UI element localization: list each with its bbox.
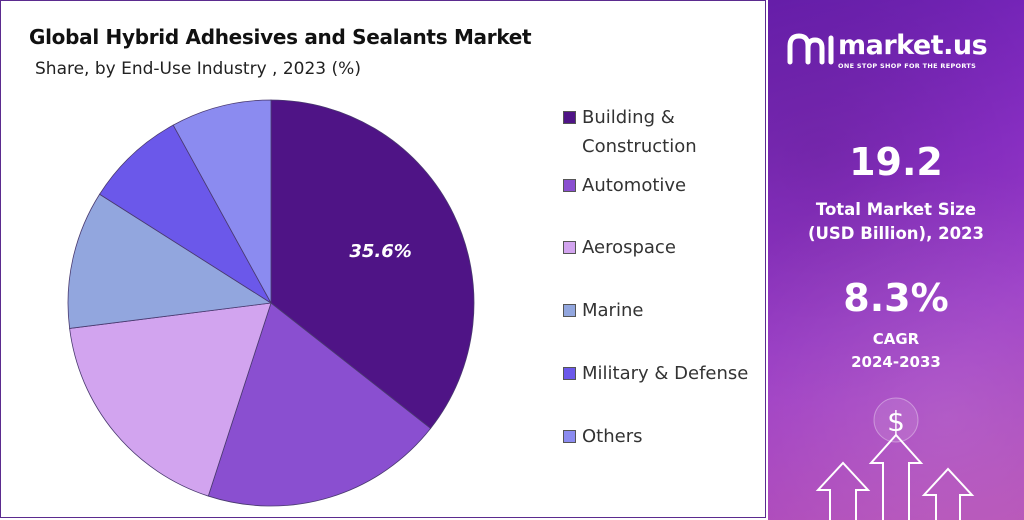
legend-label-line: Building & bbox=[582, 107, 675, 128]
legend-label: Building & Construction bbox=[582, 103, 762, 161]
legend-swatch bbox=[563, 241, 576, 254]
summary-sidebar: market.us ONE STOP SHOP FOR THE REPORTS … bbox=[768, 0, 1024, 520]
brand-logo: market.us ONE STOP SHOP FOR THE REPORTS bbox=[786, 30, 1016, 70]
legend-swatch bbox=[563, 179, 576, 192]
up-arrow-icons bbox=[815, 433, 975, 520]
pie-slice-4 bbox=[99, 124, 272, 304]
cagr-label-line1: CAGR bbox=[872, 330, 920, 348]
legend-label-line: Military & Defense bbox=[582, 363, 749, 384]
legend-item: Others bbox=[563, 424, 762, 451]
legend-swatch bbox=[563, 367, 576, 380]
legend-label: Automotive bbox=[582, 171, 762, 200]
sidebar-background bbox=[768, 0, 1024, 520]
coin-icon bbox=[873, 397, 919, 443]
dollar-icon: $ bbox=[887, 405, 905, 438]
legend-item: Marine bbox=[563, 298, 762, 325]
legend-label: Marine bbox=[582, 296, 762, 325]
pie-slice-3 bbox=[67, 193, 273, 329]
legend-label: Others bbox=[582, 422, 762, 451]
market-size-label: Total Market Size (USD Billion), 2023 bbox=[768, 198, 1024, 246]
legend-label-line: Automotive bbox=[582, 175, 687, 196]
pie-slice-1 bbox=[207, 302, 432, 507]
up-arrow-icon-center bbox=[868, 433, 924, 520]
cagr-value: 8.3% bbox=[843, 276, 949, 320]
brand-name: market.us bbox=[838, 30, 988, 61]
brand-logo-icon bbox=[787, 33, 834, 65]
legend-label-line: Marine bbox=[582, 300, 644, 321]
legend-label: Military & Defense bbox=[582, 359, 762, 388]
legend-label-line: Construction bbox=[582, 136, 697, 157]
up-arrow-icon-right bbox=[921, 467, 975, 520]
up-arrow-icon-left bbox=[815, 461, 871, 520]
pie-chart: 35.6% bbox=[67, 99, 475, 507]
legend-item: Military & Defense bbox=[563, 361, 762, 388]
market-size-label-line2: (USD Billion), 2023 bbox=[807, 224, 985, 243]
chart-subtitle: Share, by End-Use Industry , 2023 (%) bbox=[35, 59, 361, 79]
chart-panel: Global Hybrid Adhesives and Sealants Mar… bbox=[0, 0, 766, 518]
legend-label-line: Others bbox=[582, 426, 643, 447]
legend-swatch bbox=[563, 111, 576, 124]
legend-item: Aerospace bbox=[563, 235, 762, 262]
legend-item: Automotive bbox=[563, 173, 762, 200]
pie-slice-2 bbox=[69, 302, 272, 497]
chart-title: Global Hybrid Adhesives and Sealants Mar… bbox=[29, 25, 532, 49]
market-size-value: 19.2 bbox=[849, 140, 943, 184]
pie-slice-0 bbox=[270, 99, 475, 429]
brand-tagline: ONE STOP SHOP FOR THE REPORTS bbox=[838, 62, 977, 70]
legend-label-line: Aerospace bbox=[582, 237, 676, 258]
pie-slice-5 bbox=[172, 99, 272, 304]
pie-slice-label-0: 35.6% bbox=[349, 241, 411, 262]
market-size-label-line1: Total Market Size bbox=[815, 200, 977, 219]
legend-swatch bbox=[563, 304, 576, 317]
legend-item: Building & Construction bbox=[563, 105, 762, 161]
cagr-label: CAGR 2024-2033 bbox=[768, 328, 1024, 374]
legend-label: Aerospace bbox=[582, 233, 762, 262]
cagr-label-line2: 2024-2033 bbox=[851, 353, 941, 371]
growth-arrows-illustration: $ bbox=[815, 397, 975, 520]
legend-swatch bbox=[563, 430, 576, 443]
